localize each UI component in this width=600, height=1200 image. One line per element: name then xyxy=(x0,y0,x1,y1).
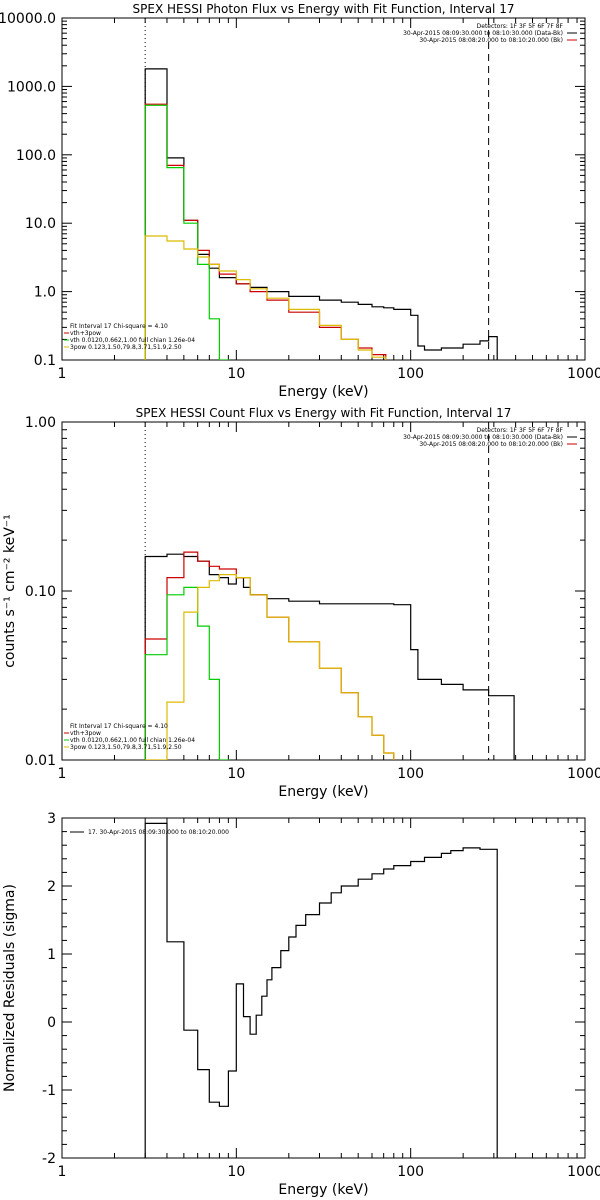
x-tick-label: 10 xyxy=(227,366,245,382)
x-tick-label: 1000 xyxy=(567,1164,600,1180)
y-tick-label: 1 xyxy=(47,947,56,963)
legend-bottom-left-entry: 3pow 0.123,1.50,79.8,3.71,51.9,2.50 xyxy=(70,344,182,351)
series-group xyxy=(144,68,498,360)
x-axis-label: Energy (keV) xyxy=(278,784,368,800)
legend-bottom-left-entry: Fit Interval 17 Chi-square = 4.10 xyxy=(70,323,168,330)
legend-bottom-left-entry: vth 0.0120,0.662,1.00 full chian 1.26e-0… xyxy=(70,337,195,344)
legend-top-right-entry: 30-Apr-2015 08:09:30.000 to 08:10:30.000… xyxy=(403,434,563,441)
x-tick-label: 1 xyxy=(58,766,67,782)
y-tick-label: 0.10 xyxy=(25,584,56,600)
chart-title: SPEX HESSI Count Flux vs Energy with Fit… xyxy=(136,406,512,420)
series-line-0 xyxy=(144,822,498,1158)
series-line-2 xyxy=(144,586,230,760)
y-tick-label: 0 xyxy=(47,1015,56,1031)
legend-bottom-left-entry: vth 0.0120,0.662,1.00 full chian 1.26e-0… xyxy=(70,737,195,744)
x-tick-label: 1 xyxy=(58,1164,67,1180)
series-line-0 xyxy=(144,68,498,360)
series-line-3 xyxy=(144,235,387,360)
series-line-1 xyxy=(144,103,387,360)
y-tick-label: 1.0 xyxy=(34,285,56,301)
plot-frame xyxy=(61,421,586,761)
y-tick-label: 0.01 xyxy=(25,753,56,769)
x-tick-label: 1000 xyxy=(567,766,600,782)
y-tick-label: 3 xyxy=(47,811,56,827)
x-tick-label: 10 xyxy=(227,1164,245,1180)
series-group xyxy=(144,822,498,1158)
legend-bottom-left-entry: vth+3pow xyxy=(70,730,101,737)
y-tick-label: 1000.0 xyxy=(7,79,56,95)
legend-entry: 17. 30-Apr-2015 08:09:30.000 to 08:10:20… xyxy=(88,829,229,836)
plot-frame xyxy=(61,817,586,1159)
y-axis-label: Normalized Residuals (sigma) xyxy=(2,884,18,1092)
legend-bottom-left-entry: 3pow 0.123,1.50,79.8,3.71,51.9,2.50 xyxy=(70,744,182,751)
residuals-panel: 1 10 100 1000 -2 -1 0 1 2 3 Energy (keV) Normalized… xyxy=(2,811,600,1198)
x-tick-label: 100 xyxy=(397,366,424,382)
photon-flux-panel: SPEX HESSI Photon Flux vs Energy with Fi… xyxy=(0,2,600,400)
legend-bottom-left-entry: Fit Interval 17 Chi-square = 4.10 xyxy=(70,723,168,730)
legend-bottom-left-entry: vth+3pow xyxy=(70,330,101,337)
legend-top-right-entry: 30-Apr-2015 08:09:30.000 to 08:10:30.000… xyxy=(403,30,563,37)
y-tick-label: 10000.0 xyxy=(0,11,56,27)
y-axis-label: counts s⁻¹ cm⁻² keV⁻¹ xyxy=(2,514,18,668)
legend-top-right-entry: Detectors: 1F 3F 5F 6F 7F 8F xyxy=(477,23,564,30)
legend-top-right-entry: 30-Apr-2015 08:08:20.000 to 08:10:20.000… xyxy=(419,441,563,448)
y-tick-label: -1 xyxy=(42,1083,56,1099)
y-tick-label: 0.1 xyxy=(34,353,56,369)
x-tick-label: 10 xyxy=(227,766,245,782)
legend-top-right-entry: Detectors: 1F 3F 5F 6F 7F 8F xyxy=(477,427,564,434)
series-line-3 xyxy=(145,574,405,760)
x-tick-label: 1000 xyxy=(567,366,600,382)
x-tick-label: 100 xyxy=(397,766,424,782)
count-flux-panel: SPEX HESSI Count Flux vs Energy with Fit… xyxy=(2,406,600,800)
y-tick-label: 10.0 xyxy=(25,216,56,232)
series-line-2 xyxy=(144,104,230,360)
x-tick-label: 1 xyxy=(58,366,67,382)
series-line-0 xyxy=(144,553,515,760)
legend-top-right-entry: 30-Apr-2015 08:08:20.000 to 08:10:20.000… xyxy=(419,37,563,44)
y-tick-label: 1.00 xyxy=(25,415,56,431)
y-tick-label: 2 xyxy=(47,879,56,895)
series-group xyxy=(144,551,515,760)
y-tick-label: 100.0 xyxy=(16,148,56,164)
plot-frame xyxy=(61,17,586,361)
y-tick-label: -2 xyxy=(42,1151,56,1167)
x-axis-label: Energy (keV) xyxy=(278,384,368,400)
chart-title: SPEX HESSI Photon Flux vs Energy with Fi… xyxy=(133,2,515,16)
x-tick-label: 100 xyxy=(397,1164,424,1180)
x-axis-label: Energy (keV) xyxy=(278,1182,368,1198)
